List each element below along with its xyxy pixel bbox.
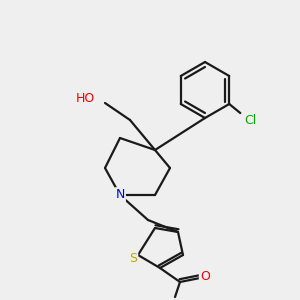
Text: S: S [129, 251, 137, 265]
Text: HO: HO [76, 92, 95, 104]
Text: Cl: Cl [244, 113, 256, 127]
Text: O: O [200, 269, 210, 283]
Text: N: N [115, 188, 125, 202]
